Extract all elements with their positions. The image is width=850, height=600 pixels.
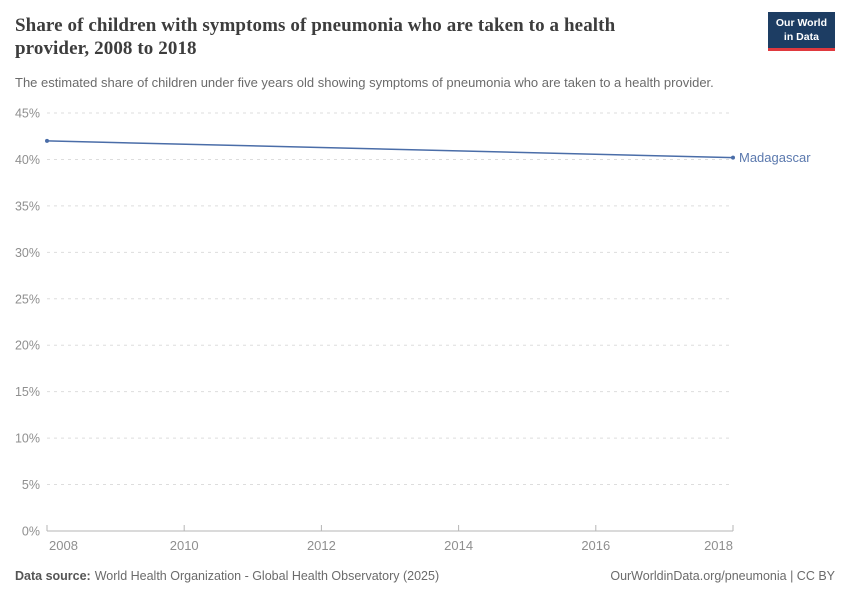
y-tick-label: 40% bbox=[15, 153, 40, 167]
chart-footer: Data source: World Health Organization - … bbox=[15, 569, 835, 583]
y-tick-label: 5% bbox=[22, 478, 40, 492]
y-tick-label: 20% bbox=[15, 339, 40, 353]
series-line-madagascar[interactable] bbox=[46, 140, 734, 159]
y-tick-label: 30% bbox=[15, 246, 40, 260]
x-tick-label: 2012 bbox=[307, 538, 336, 553]
footer-citation-link[interactable]: OurWorldinData.org/pneumonia | CC BY bbox=[610, 569, 835, 583]
y-tick-label: 25% bbox=[15, 292, 40, 306]
y-tick-label: 35% bbox=[15, 199, 40, 213]
series-label-madagascar[interactable]: Madagascar bbox=[739, 150, 811, 165]
y-tick-label: 45% bbox=[15, 107, 40, 121]
datasource-text: World Health Organization - Global Healt… bbox=[94, 569, 440, 583]
line-chart-canvas[interactable]: 0% 5% 10% 15% 20% 25% 30% 35% 40% 45% 2008 2010 2012… bbox=[0, 103, 850, 563]
x-tick-label: 2016 bbox=[581, 538, 610, 553]
datasource-label: Data source: bbox=[15, 569, 91, 583]
chart-subtitle: The estimated share of children under fi… bbox=[15, 75, 714, 90]
x-tick-label: 2008 bbox=[49, 538, 78, 553]
owid-logo-line1: Our World bbox=[775, 17, 827, 29]
datasource: Data source: World Health Organization - … bbox=[15, 569, 439, 583]
chart-title: Share of children with symptoms of pneum… bbox=[15, 15, 616, 59]
line-chart-area: 0% 5% 10% 15% 20% 25% 30% 35% 40% 45% 2008 2010 2012… bbox=[0, 103, 850, 563]
x-tick-label: 2018 bbox=[704, 538, 733, 553]
x-tick-label: 2014 bbox=[444, 538, 473, 553]
y-tick-label: 10% bbox=[15, 432, 40, 446]
owid-logo-line2: in Data bbox=[783, 30, 819, 43]
owid-logo[interactable]: Our World in Data bbox=[767, 12, 835, 52]
series-point[interactable] bbox=[45, 138, 49, 143]
series-point[interactable] bbox=[731, 155, 735, 160]
x-tick-label: 2010 bbox=[170, 538, 199, 553]
y-tick-label: 15% bbox=[15, 385, 40, 399]
y-tick-label: 0% bbox=[22, 525, 40, 539]
